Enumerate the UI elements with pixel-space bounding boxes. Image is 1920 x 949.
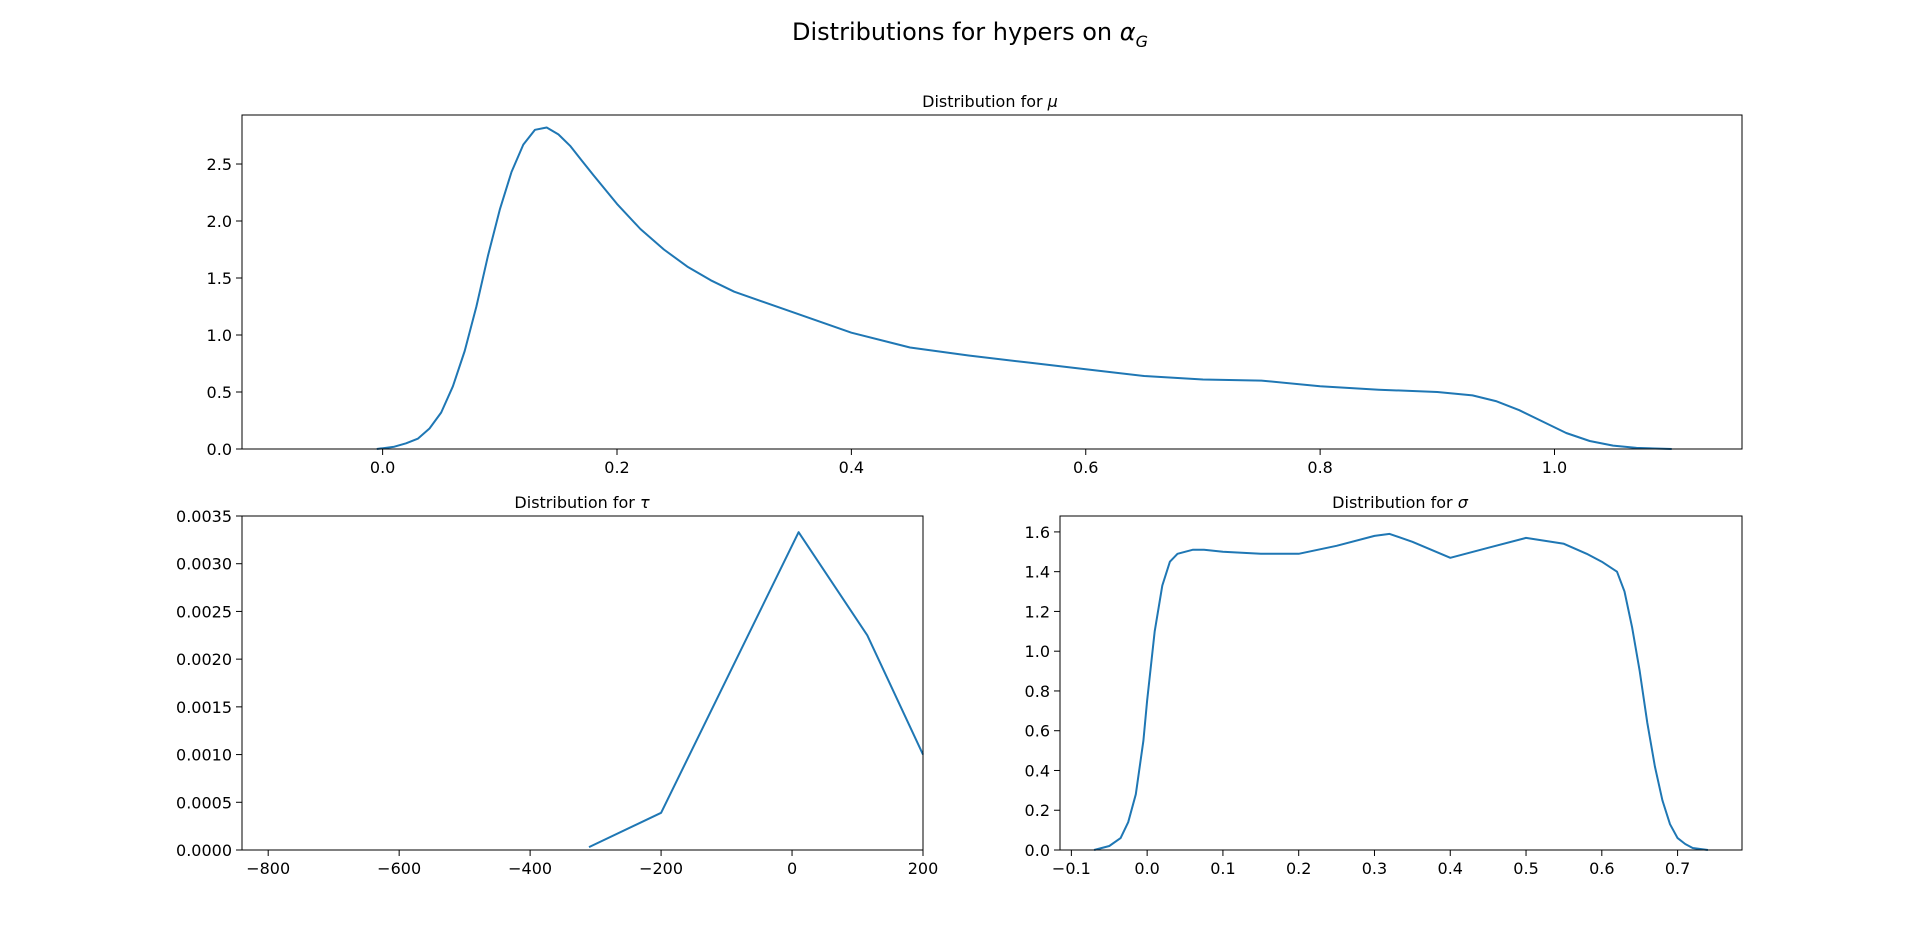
panel-tau-title: Distribution for τ [514, 493, 650, 512]
panel-mu-xtick-label: 0.2 [604, 458, 629, 477]
panel-mu-ytick-label: 2.0 [207, 212, 232, 231]
suptitle-text: Distributions for hypers on [792, 18, 1120, 46]
panel-sigma-ytick-label: 1.0 [1025, 642, 1050, 661]
panel-sigma-xtick-label: 0.6 [1589, 859, 1614, 878]
panel-mu-ytick-label: 2.5 [207, 155, 232, 174]
suptitle-subscript: G [1136, 32, 1148, 51]
panel-tau-title-symbol: τ [640, 493, 650, 512]
panel-sigma-ytick-label: 1.4 [1025, 563, 1050, 582]
panel-tau-xtick-label: 200 [908, 859, 939, 878]
panel-mu-xtick-label: 0.0 [370, 458, 395, 477]
panel-mu-ticks: 0.0 0.2 0.4 0.6 0.8 1.0 0.0 0.5 1.0 1.5 2.0 2.5 [207, 155, 1568, 477]
panel-tau-ytick-label: 0.0030 [176, 555, 232, 574]
panel-mu-xtick-label: 0.4 [839, 458, 864, 477]
panel-mu-ytick-label: 0.0 [207, 440, 232, 459]
panel-tau-xtick-label: 0 [787, 859, 797, 878]
panel-sigma-xtick-label: 0.2 [1286, 859, 1311, 878]
panel-sigma-xtick-label: −0.1 [1052, 859, 1091, 878]
panel-sigma-xtick-label: 0.4 [1438, 859, 1463, 878]
panel-tau-ticks: −800 −600 −400 −200 0 200 0.0000 0.0005 0.0010 0.… [176, 507, 938, 878]
panel-mu-ytick-label: 0.5 [207, 383, 232, 402]
panel-tau-xtick-label: −400 [508, 859, 552, 878]
panel-tau-ytick-label: 0.0010 [176, 746, 232, 765]
suptitle-symbol: α [1120, 18, 1136, 46]
figure-suptitle: Distributions for hypers on αG [792, 18, 1148, 51]
panel-mu-xtick-label: 0.8 [1307, 458, 1332, 477]
panel-tau-ytick-label: 0.0025 [176, 602, 232, 621]
panel-sigma-xtick-label: 0.1 [1210, 859, 1235, 878]
panel-sigma-xtick-label: 0.7 [1665, 859, 1690, 878]
panel-sigma: Distribution for σ −0.1 0.0 0.1 0.2 0.3 0.4 0.… [1025, 493, 1743, 878]
panel-tau-density-line [588, 531, 924, 849]
panel-sigma-ytick-label: 1.2 [1025, 602, 1050, 621]
panel-mu: Distribution for μ 0.0 0.2 0.4 0.6 0.8 1.00.0… [207, 92, 1743, 477]
panel-sigma-ytick-label: 0.4 [1025, 761, 1050, 780]
panel-tau-xtick-label: −600 [377, 859, 421, 878]
panel-sigma-ytick-label: 0.6 [1025, 722, 1050, 741]
panel-tau-title-text: Distribution for [514, 493, 640, 512]
panel-tau-xtick-label: −800 [246, 859, 290, 878]
panel-sigma-density-line [1093, 532, 1709, 851]
panel-mu-frame [241, 114, 1743, 450]
panel-sigma-xtick-label: 0.5 [1513, 859, 1538, 878]
panel-mu-xtick-label: 0.6 [1073, 458, 1098, 477]
panel-tau-ytick-label: 0.0015 [176, 698, 232, 717]
panel-tau-xtick-label: −200 [639, 859, 683, 878]
panel-sigma-title-text: Distribution for [1332, 493, 1458, 512]
panel-mu-title-text: Distribution for [922, 92, 1048, 111]
panel-mu-ytick-label: 1.0 [207, 326, 232, 345]
panel-sigma-frame [1059, 515, 1743, 851]
panel-mu-title: Distribution for μ [922, 92, 1058, 111]
panel-tau-ytick-label: 0.0005 [176, 793, 232, 812]
panel-mu-title-symbol: μ [1047, 92, 1058, 111]
panel-tau-ytick-label: 0.0035 [176, 507, 232, 526]
panel-mu-density-line [376, 126, 1672, 450]
panel-sigma-ytick-label: 0.2 [1025, 801, 1050, 820]
panel-sigma-title-symbol: σ [1458, 493, 1469, 512]
panel-mu-xtick-label: 1.0 [1542, 458, 1567, 477]
panel-sigma-xtick-label: 0.3 [1362, 859, 1387, 878]
panel-sigma-ticks: −0.1 0.0 0.1 0.2 0.3 0.4 0.5 0.6 0.70.00.20.40.6… [1025, 523, 1691, 878]
panel-sigma-ytick-label: 1.6 [1025, 523, 1050, 542]
panel-sigma-xtick-label: 0.0 [1134, 859, 1159, 878]
panel-tau-ytick-label: 0.0000 [176, 841, 232, 860]
panel-mu-ytick-label: 1.5 [207, 269, 232, 288]
panel-tau-frame [241, 515, 924, 851]
panel-tau-ytick-label: 0.0020 [176, 650, 232, 669]
panel-sigma-ytick-label: 0.0 [1025, 841, 1050, 860]
panel-sigma-ytick-label: 0.8 [1025, 682, 1050, 701]
panel-tau: Distribution for τ −800 −600 −400 −200 0 200 0… [176, 493, 938, 878]
panel-sigma-title: Distribution for σ [1332, 493, 1469, 512]
